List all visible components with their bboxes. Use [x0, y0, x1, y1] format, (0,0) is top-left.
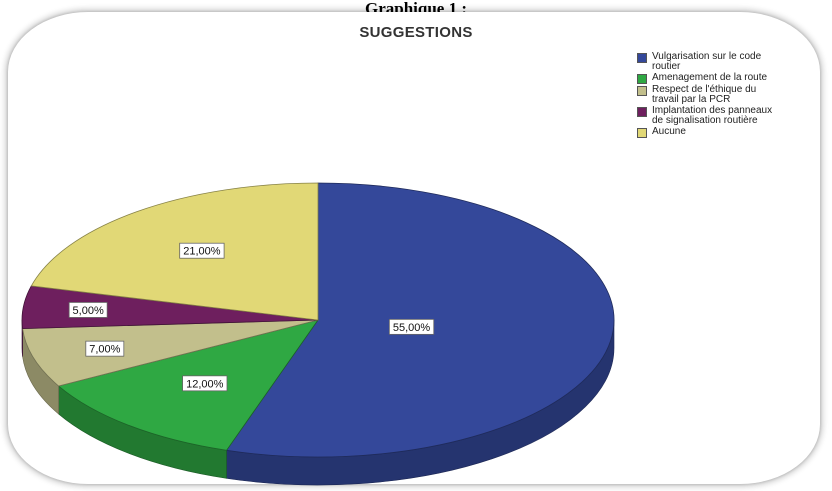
legend-swatch-0	[637, 53, 647, 63]
data-label-text-0: 55,00%	[393, 322, 431, 334]
data-label-0: 55,00%	[388, 318, 435, 335]
legend-swatch-4	[637, 128, 647, 138]
data-label-text-1: 12,00%	[186, 378, 224, 390]
data-label-box-0	[388, 318, 435, 335]
data-label-box-1	[182, 375, 228, 392]
legend-swatch-1	[637, 74, 647, 84]
legend-swatch-2	[637, 86, 647, 96]
data-label-3: 5,00%	[68, 302, 108, 318]
chart-title: SUGGESTIONS	[359, 24, 473, 41]
legend-label-2: Respect de l'éthique du travail par la P…	[652, 84, 757, 105]
data-label-box-4	[179, 242, 225, 259]
legend-item-1: Amenagement de la route	[637, 73, 829, 84]
legend-item-3: Implantation des panneaux de signalisati…	[637, 106, 829, 126]
chart-legend: Vulgarisation sur le code routier Amenage…	[637, 52, 829, 139]
pie-slice-2	[22, 319, 319, 387]
legend-label-4: Aucune	[652, 126, 686, 137]
data-label-text-4: 21,00%	[183, 246, 221, 258]
data-label-box-3	[68, 302, 108, 318]
data-label-box-2	[85, 340, 125, 357]
figure-caption: Graphique 1 :	[364, 0, 468, 14]
pie-slice-4	[30, 182, 319, 321]
legend-item-4: Aucune	[637, 127, 829, 138]
legend-label-0: Vulgarisation sur le code routier	[652, 51, 762, 72]
legend-item-0: Vulgarisation sur le code routier	[637, 52, 829, 72]
legend-item-2: Respect de l'éthique du travail par la P…	[637, 85, 829, 105]
data-label-text-2: 7,00%	[89, 344, 120, 356]
data-label-text-3: 5,00%	[73, 305, 104, 317]
legend-label-3: Implantation des panneaux de signalisati…	[652, 105, 773, 126]
data-label-4: 21,00%	[179, 242, 225, 259]
data-label-1: 12,00%	[182, 375, 228, 392]
data-label-2: 7,00%	[85, 340, 125, 357]
legend-swatch-3	[637, 107, 647, 117]
legend-label-1: Amenagement de la route	[652, 72, 768, 83]
